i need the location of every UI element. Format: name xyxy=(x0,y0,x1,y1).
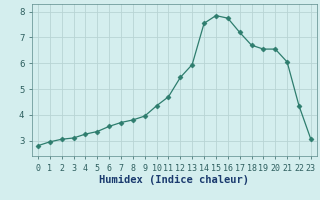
X-axis label: Humidex (Indice chaleur): Humidex (Indice chaleur) xyxy=(100,175,249,185)
